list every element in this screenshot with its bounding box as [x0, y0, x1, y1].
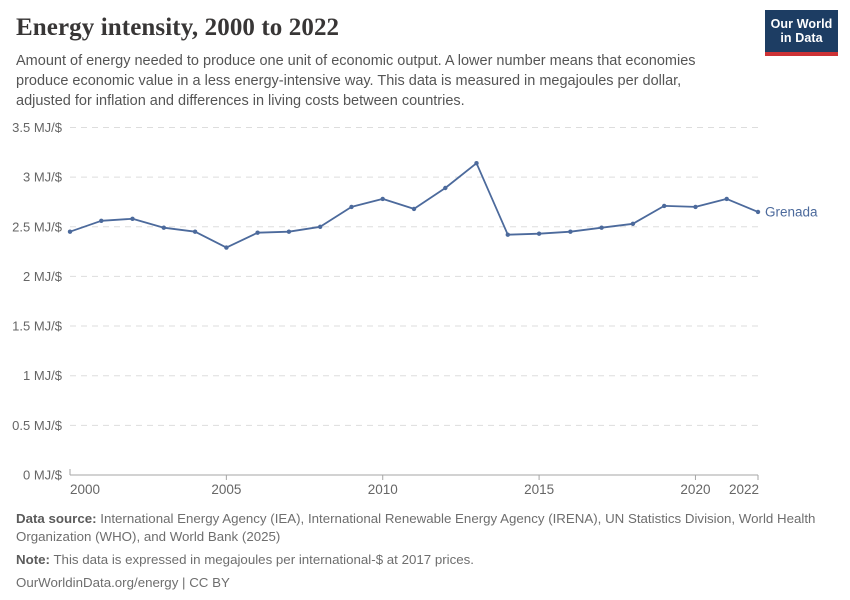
data-point[interactable]: [693, 204, 698, 210]
data-point[interactable]: [536, 231, 542, 236]
data-point[interactable]: [318, 224, 323, 229]
data-point[interactable]: [161, 225, 166, 230]
note-line: Note: This data is expressed in megajoul…: [16, 551, 816, 569]
y-tick-label: 1.5 MJ/$: [12, 319, 63, 334]
data-point[interactable]: [67, 229, 73, 234]
data-point[interactable]: [380, 196, 385, 202]
data-point[interactable]: [505, 232, 510, 237]
data-point[interactable]: [224, 245, 229, 250]
data-point[interactable]: [662, 203, 667, 209]
chart-subtitle: Amount of energy needed to produce one u…: [16, 53, 696, 109]
line-chart: 0 MJ/$ 0.5 MJ/$ 1 MJ/$ 1.5 MJ/$ 2 MJ/$ 2.5 MJ…: [12, 120, 818, 497]
owid-logo-line2: in Data: [780, 31, 823, 46]
series-line: [69, 162, 759, 249]
x-tick-label: 2000: [70, 482, 100, 497]
x-tick-label: 2005: [211, 482, 241, 497]
chart-header: Energy intensity, 2000 to 2022 Amount of…: [0, 0, 850, 111]
chart-area: 0 MJ/$ 0.5 MJ/$ 1 MJ/$ 1.5 MJ/$ 2 MJ/$ 2.5 MJ…: [0, 112, 850, 502]
note-label: Note:: [16, 552, 50, 568]
x-tick-label: 2020: [680, 482, 710, 497]
y-tick-label: 2.5 MJ/$: [12, 219, 63, 234]
y-tick-label: 1 MJ/$: [23, 368, 63, 383]
x-tick-label: 2010: [368, 482, 398, 497]
x-tick-label: 2015: [524, 482, 554, 497]
y-tick-label: 0 MJ/$: [23, 468, 63, 483]
x-tick-label: 2022: [729, 482, 759, 497]
data-point[interactable]: [474, 161, 479, 166]
owid-logo-line1: Our World: [770, 17, 833, 31]
chart-footer: Data source: International Energy Agency…: [0, 510, 850, 597]
data-source-line: Data source: International Energy Agency…: [16, 510, 816, 546]
data-source-label: Data source:: [16, 511, 97, 526]
data-point[interactable]: [286, 229, 292, 234]
data-point[interactable]: [599, 225, 604, 230]
data-point[interactable]: [443, 185, 448, 191]
y-tick-label: 0.5 MJ/$: [12, 418, 63, 433]
note-text: This data is expressed in megajoules per…: [49, 552, 475, 568]
data-point[interactable]: [99, 218, 104, 223]
y-tick-label: 3 MJ/$: [23, 170, 63, 185]
data-point[interactable]: [130, 216, 135, 221]
data-point[interactable]: [755, 209, 761, 215]
data-point[interactable]: [630, 221, 636, 226]
y-tick-label: 2 MJ/$: [23, 269, 63, 284]
page-title: Energy intensity, 2000 to 2022: [16, 14, 340, 41]
data-point[interactable]: [349, 204, 354, 210]
data-point[interactable]: [255, 230, 260, 235]
data-source-text: International Energy Agency (IEA), Inter…: [16, 511, 816, 545]
data-point[interactable]: [568, 229, 573, 234]
data-point[interactable]: [192, 229, 198, 234]
owid-logo: Our World in Data: [765, 10, 838, 56]
y-tick-label: 3.5 MJ/$: [12, 120, 63, 135]
series-label[interactable]: Grenada: [765, 204, 818, 219]
license-line[interactable]: OurWorldinData.org/energy | CC BY: [16, 575, 230, 591]
data-point[interactable]: [411, 206, 417, 212]
data-point[interactable]: [724, 196, 729, 202]
